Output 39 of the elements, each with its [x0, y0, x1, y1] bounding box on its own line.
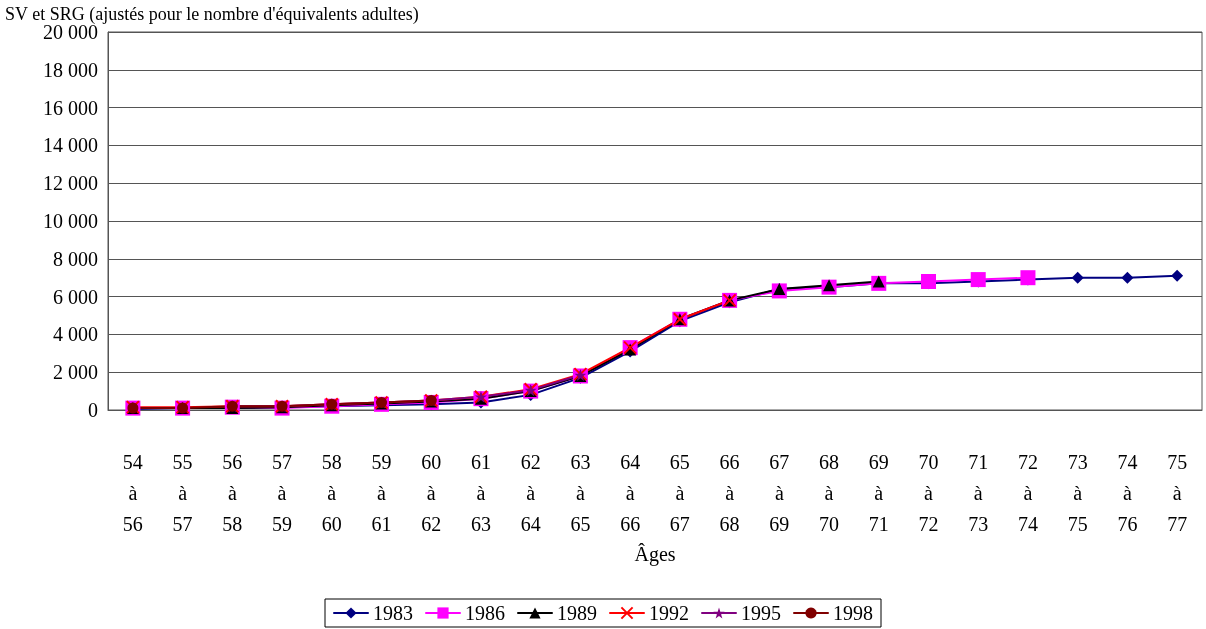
x-tick-label: 75 à 77: [1167, 450, 1188, 535]
y-tick-label: 18 000: [43, 58, 98, 81]
x-tick-label: 68 à 70: [819, 450, 840, 535]
y-tick-label: 14 000: [43, 134, 98, 157]
x-tick-label: 71 à 73: [968, 450, 989, 535]
x-tick-label: 69 à 71: [868, 450, 889, 535]
x-tick-label: 54 à 56: [122, 450, 143, 535]
x-tick-label: 57 à 59: [272, 450, 293, 535]
y-tick-label: 16 000: [43, 96, 98, 119]
y-tick-label: 2 000: [53, 361, 98, 384]
y-tick-label: 8 000: [53, 247, 98, 270]
x-tick-label: 59 à 61: [371, 450, 392, 535]
x-tick-label: 58 à 60: [321, 450, 342, 535]
x-tick-label: 67 à 69: [769, 450, 790, 535]
x-tick-label: 55 à 57: [172, 450, 193, 535]
x-tick-label: 66 à 68: [719, 450, 740, 535]
legend-label: 1995: [741, 602, 781, 624]
legend-label: 1983: [373, 602, 413, 624]
legend-label: 1992: [649, 602, 689, 624]
x-tick-label: 62 à 64: [520, 450, 541, 535]
y-tick-label: 12 000: [43, 172, 98, 195]
x-tick-label: 72 à 74: [1017, 450, 1038, 535]
y-tick-label: 0: [88, 399, 98, 421]
x-tick-label: 73 à 75: [1067, 450, 1088, 535]
legend-label: 1986: [465, 602, 505, 624]
y-tick-label: 4 000: [53, 323, 98, 346]
y-tick-label: 6 000: [53, 285, 98, 308]
x-tick-label: 70 à 72: [918, 450, 939, 535]
x-tick-label: 63 à 65: [570, 450, 591, 535]
y-tick-label: 10 000: [43, 210, 98, 232]
x-tick-label: 61 à 63: [470, 450, 491, 535]
legend-label: 1989: [557, 602, 597, 624]
x-tick-label: 60 à 62: [421, 450, 442, 535]
x-tick-label: 74 à 76: [1117, 450, 1138, 535]
legend-label: 1998: [833, 602, 873, 624]
x-tick-label: 56 à 58: [222, 450, 243, 535]
x-tick-label: 64 à 66: [620, 450, 641, 535]
x-tick-label: 65 à 67: [669, 450, 690, 535]
x-axis-title: Âges: [634, 542, 676, 566]
